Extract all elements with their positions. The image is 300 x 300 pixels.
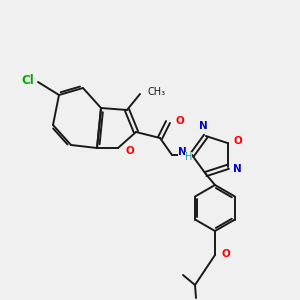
Text: H: H bbox=[185, 152, 192, 162]
Text: O: O bbox=[175, 116, 184, 126]
Text: N: N bbox=[200, 121, 208, 131]
Text: O: O bbox=[233, 136, 242, 146]
Text: N: N bbox=[178, 147, 187, 157]
Text: N: N bbox=[233, 164, 242, 174]
Text: O: O bbox=[126, 146, 135, 156]
Text: CH₃: CH₃ bbox=[147, 87, 165, 97]
Text: Cl: Cl bbox=[21, 74, 34, 86]
Text: O: O bbox=[222, 249, 231, 259]
